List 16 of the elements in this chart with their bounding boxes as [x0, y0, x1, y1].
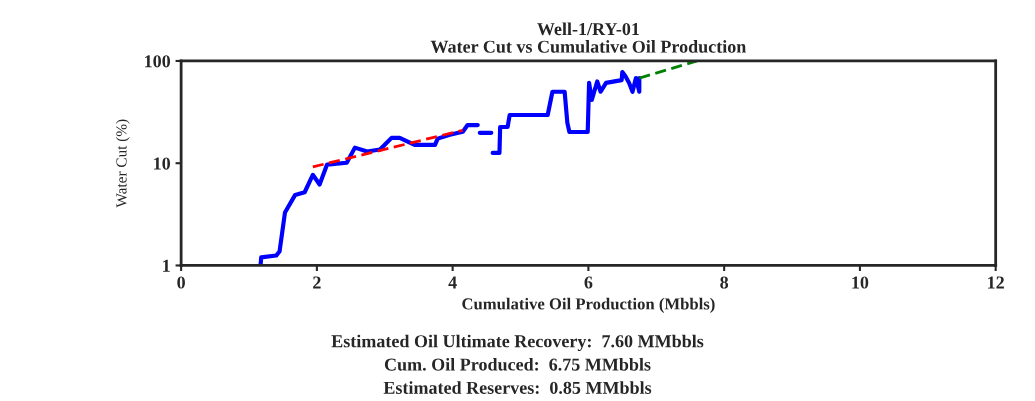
y-tick-label: 100	[145, 55, 171, 68]
x-tick-label: 2	[313, 276, 321, 289]
x-tick-label: 4	[448, 276, 457, 289]
chart-title: Well-1/RY-01 Water Cut vs Cumulative Oil Production	[430, 22, 747, 53]
y-tick-label: 1	[163, 259, 170, 272]
x-tick-label: 6	[584, 276, 593, 289]
text: Cum. Oil Produced: 6.75 MMbbls	[384, 357, 651, 371]
x-tick-label: 8	[720, 276, 729, 289]
x-tick-label: 12	[988, 276, 1004, 289]
x-axis-title: Cumulative Oil Production (Mbbls)	[462, 297, 715, 313]
text: Estimated Reserves: 0.85 MMbbls	[383, 381, 652, 394]
x-tick-label: 10	[852, 276, 869, 289]
y-axis-title: Water Cut (%)	[115, 119, 130, 208]
y-tick-label: 10	[154, 157, 171, 170]
text: Estimated Oil Ultimate Recovery: 7.60 MMbbls	[331, 334, 704, 352]
x-tick-label: 0	[177, 276, 185, 289]
